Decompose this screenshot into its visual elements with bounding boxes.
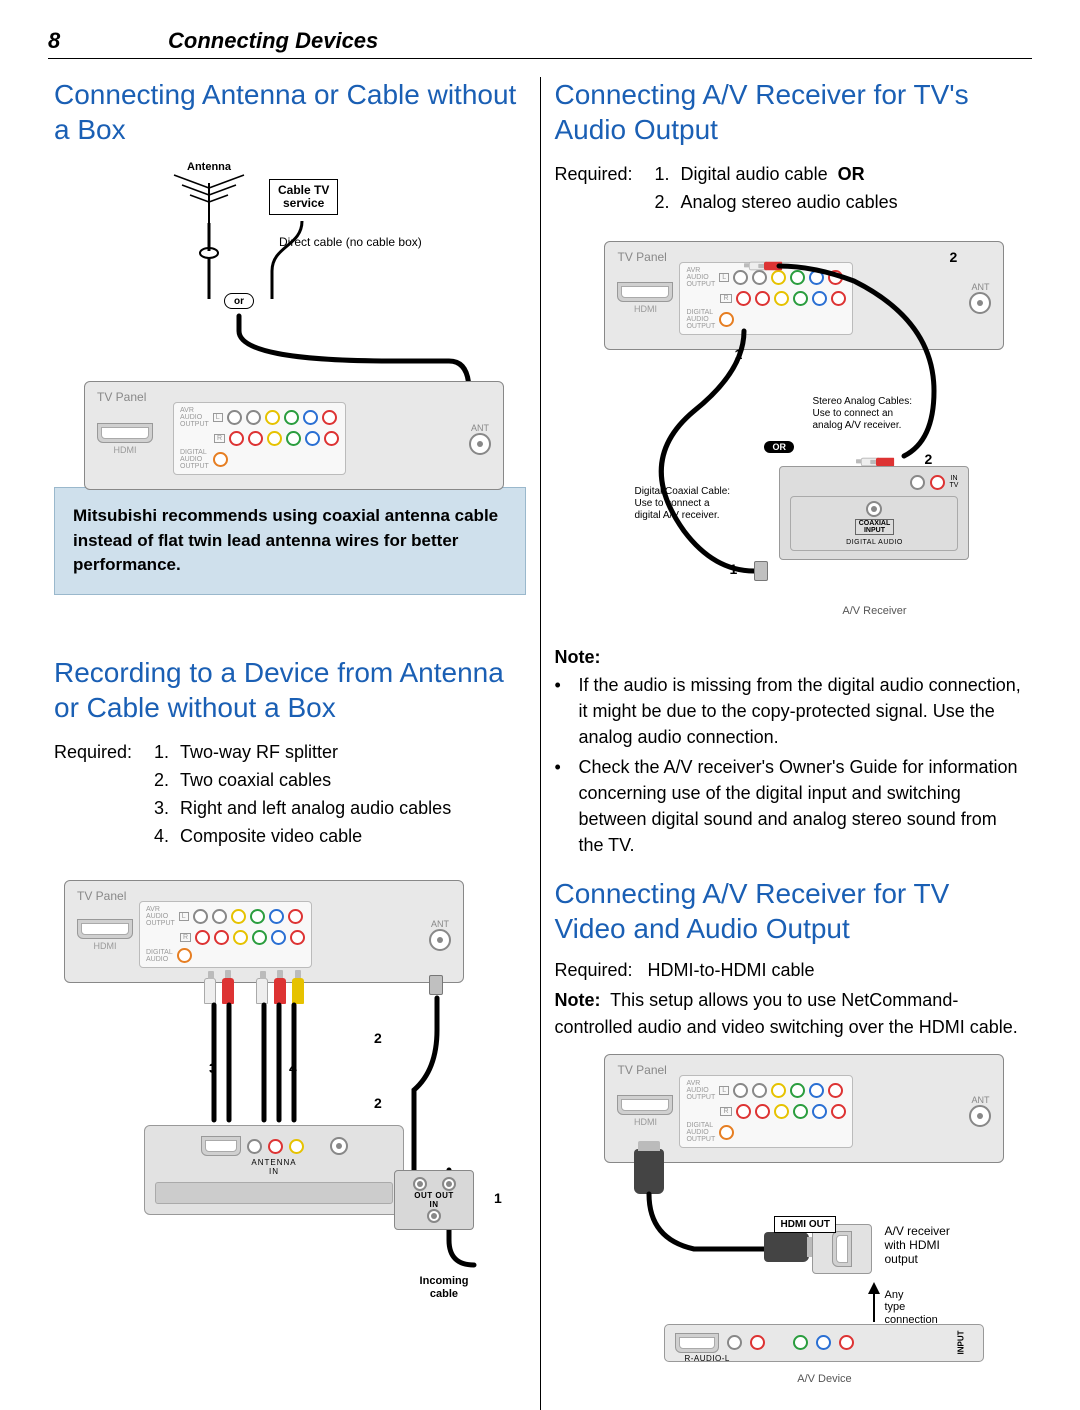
section4-required: Required: HDMI-to-HDMI cable — [554, 960, 1026, 981]
section3-diagram: TV Panel HDMI AVRAUDIOOUTPUT L — [554, 231, 1026, 631]
section1-heading: Connecting Antenna or Cable without a Bo… — [54, 77, 526, 147]
hdmi-port-icon — [832, 1231, 852, 1267]
list-item: 3.Right and left analog audio cables — [154, 795, 451, 823]
ant-port: ANT — [469, 423, 491, 455]
recommendation-callout: Mitsubishi recommends using coaxial ante… — [54, 487, 526, 595]
section1-diagram: Antenna Cable TV service Direct cable (n… — [54, 161, 526, 471]
list-item: 2.Analog stereo audio cables — [654, 189, 897, 217]
note-list: •If the audio is missing from the digita… — [554, 672, 1026, 859]
list-item: 1.Two-way RF splitter — [154, 739, 451, 767]
or-label: or — [224, 293, 254, 309]
recording-device: ANTENNA IN — [144, 1125, 404, 1215]
list-item: •If the audio is missing from the digita… — [554, 672, 1026, 750]
page-number: 8 — [48, 28, 168, 54]
receiver-label: A/V Receiver — [779, 605, 969, 617]
or-pill: OR — [764, 441, 794, 453]
right-column: Connecting A/V Receiver for TV's Audio O… — [548, 77, 1032, 1410]
list-item: 2.Two coaxial cables — [154, 767, 451, 795]
required-label: Required: — [54, 739, 154, 851]
list-item: 4.Composite video cable — [154, 823, 451, 851]
rca-port-cluster: AVRAUDIOOUTPUT L . R — [173, 402, 346, 475]
section2-heading: Recording to a Device from Antenna or Ca… — [54, 655, 526, 725]
av-receiver: IN TV COAXIAL INPUT DIGITAL AUDIO — [779, 466, 969, 560]
tv-panel-label: TV Panel — [97, 390, 146, 404]
digital-cable-note: Digital Coaxial Cable: Use to connect a … — [634, 486, 730, 522]
hdmi-plug-icon — [764, 1232, 809, 1262]
hdmi-port-icon — [201, 1136, 241, 1156]
tv-panel: TV Panel HDMI AVRAUDIOOUTPUT L — [84, 381, 504, 490]
hdmi-port-icon — [675, 1333, 719, 1353]
section4-note: Note: This setup allows you to use NetCo… — [554, 987, 1026, 1039]
two-column-layout: Connecting Antenna or Cable without a Bo… — [48, 77, 1032, 1410]
coax-port-icon — [469, 433, 491, 455]
section4-diagram: TV Panel HDMI AVRAUDIOOUTPUT L — [554, 1054, 1026, 1394]
page-header: 8 Connecting Devices — [48, 28, 1032, 59]
section3-required: Required: 1.Digital audio cable OR 2.Ana… — [554, 161, 1026, 217]
any-type-text: Any type connection — [884, 1289, 937, 1327]
required-list: 1.Two-way RF splitter 2.Two coaxial cabl… — [154, 739, 451, 851]
incoming-cable-label: Incoming cable — [404, 1275, 484, 1299]
section4-heading: Connecting A/V Receiver for TV Video and… — [554, 876, 1026, 946]
coax-port-icon — [330, 1137, 348, 1155]
list-item: 1.Digital audio cable OR — [654, 161, 897, 189]
chapter-title: Connecting Devices — [168, 28, 378, 54]
rf-splitter: OUT OUT IN — [394, 1170, 474, 1230]
hdmi-out-label: HDMI OUT — [774, 1216, 835, 1233]
list-item: •Check the A/V receiver's Owner's Guide … — [554, 754, 1026, 858]
analog-cable-note: Stereo Analog Cables: Use to connect an … — [812, 396, 912, 432]
receiver-hdmi-text: A/V receiver with HDMI output — [884, 1224, 949, 1267]
av-device-label: A/V Device — [664, 1373, 984, 1385]
antenna-in-label: ANTENNA IN — [155, 1158, 393, 1176]
left-column: Connecting Antenna or Cable without a Bo… — [48, 77, 532, 1410]
section3-heading: Connecting A/V Receiver for TV's Audio O… — [554, 77, 1026, 147]
section2-diagram: TV Panel HDMI AVRAUDIOOUTPUT L — [54, 870, 526, 1300]
note-heading: Note: — [554, 647, 1026, 668]
hdmi-label: HDMI — [114, 445, 137, 455]
hdmi-port-icon — [97, 423, 153, 443]
column-divider — [540, 77, 541, 1410]
section2-required: Required: 1.Two-way RF splitter 2.Two co… — [54, 739, 526, 851]
